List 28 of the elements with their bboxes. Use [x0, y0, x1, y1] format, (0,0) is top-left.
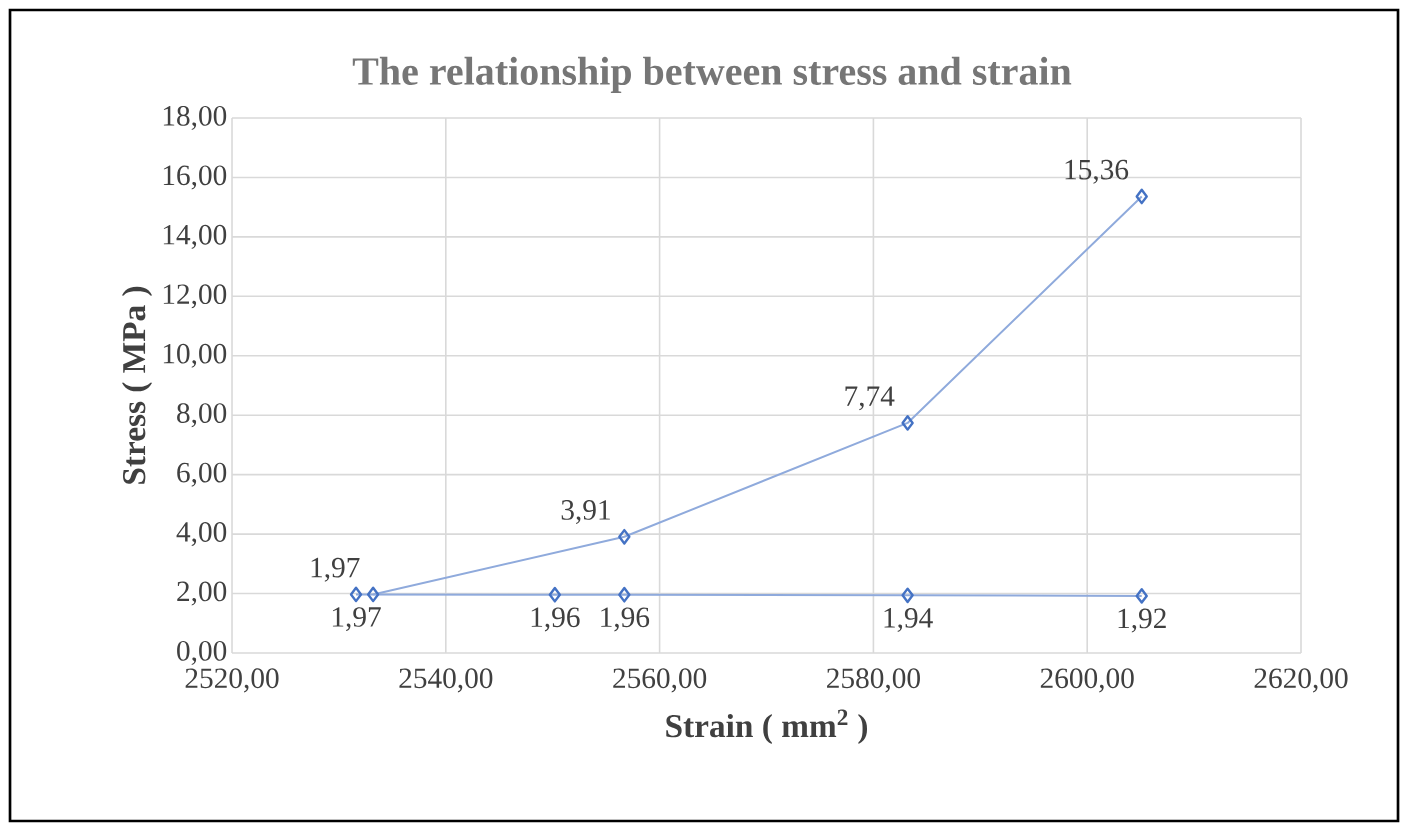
y-tick-label: 14,00	[163, 224, 227, 249]
y-tick-label: 16,00	[163, 165, 227, 190]
y-tick-label: 6,00	[177, 462, 227, 487]
y-tick-label: 2,00	[177, 581, 227, 606]
y-tick-label: 8,00	[177, 403, 227, 428]
y-tick-label: 18,00	[163, 105, 227, 130]
x-tick-label: 2560,00	[613, 668, 707, 693]
data-label: 1,96	[601, 607, 650, 632]
data-label: 15,36	[1065, 159, 1129, 184]
y-tick-label: 10,00	[163, 343, 227, 368]
data-label: 1,92	[1118, 608, 1166, 633]
data-label: 7,74	[845, 386, 895, 411]
x-axis-title: Strain ( mm$^{2}$ )	[666, 709, 868, 745]
data-label: 1,97	[332, 607, 381, 632]
x-tick-label: 2620,00	[1254, 668, 1348, 693]
y-tick-label: 12,00	[163, 284, 227, 309]
data-label: 1,94	[884, 608, 933, 632]
x-tick-label: 2520,00	[185, 668, 279, 693]
data-label: 3,91	[561, 500, 610, 525]
y-axis-title: Stress ( MPa )	[121, 286, 153, 484]
y-tick-label: 4,00	[176, 522, 227, 547]
chart-title: The relationship between stress and strain	[352, 56, 1072, 94]
x-tick-label: 2600,00	[1040, 668, 1134, 693]
y-tick-label: 0,00	[177, 640, 227, 665]
x-tick-label: 2540,00	[399, 668, 493, 693]
x-tick-label: 2580,00	[827, 668, 920, 693]
data-label: 1,97	[311, 557, 360, 582]
data-label: 1,96	[531, 607, 580, 632]
